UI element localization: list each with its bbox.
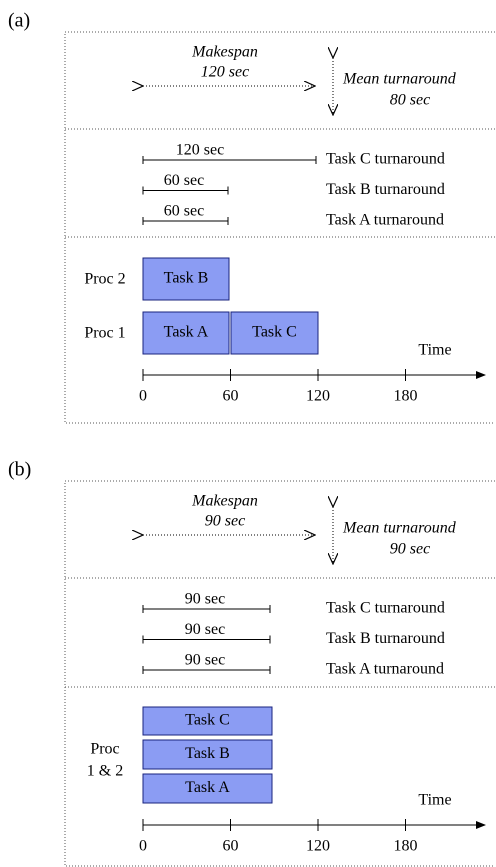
axis-tick-label: 60 <box>223 388 239 405</box>
turnaround-duration: 60 sec <box>164 172 204 189</box>
task-bar <box>142 706 273 736</box>
turnaround-label: Task C turnaround <box>326 151 445 168</box>
panel-label: (b) <box>8 459 31 481</box>
axis-tick-label: 0 <box>139 388 147 405</box>
axis-tick-label: 180 <box>394 388 418 405</box>
makespan-title: Makespan <box>191 44 258 61</box>
mean-turnaround-title: Mean turnaround <box>342 520 457 537</box>
panel-label: (a) <box>8 10 30 32</box>
task-label: Task A <box>164 324 209 341</box>
turnaround-label: Task B turnaround <box>326 181 445 198</box>
task-bar <box>230 311 319 355</box>
turnaround-label: Task B turnaround <box>326 630 445 647</box>
turnaround-duration: 90 sec <box>185 621 225 638</box>
processor-label: Proc 2 <box>84 271 125 288</box>
processor-label: 1 & 2 <box>87 763 123 780</box>
task-bar <box>142 739 273 770</box>
panel-border <box>64 480 495 867</box>
task-label: Task C <box>185 712 230 729</box>
task-label: Task C <box>252 324 297 341</box>
makespan-value: 120 sec <box>201 64 249 81</box>
mean-turnaround-value: 90 sec <box>390 541 430 558</box>
turnaround-duration: 90 sec <box>185 652 225 669</box>
mean-turnaround-title: Mean turnaround <box>342 71 457 88</box>
axis-tick-label: 0 <box>139 838 147 855</box>
axis-label: Time <box>418 342 451 359</box>
processor-label: Proc <box>90 741 119 758</box>
task-bar <box>142 257 230 301</box>
axis-tick-label: 120 <box>306 838 330 855</box>
task-label: Task A <box>185 779 230 796</box>
turnaround-label: Task C turnaround <box>326 600 445 617</box>
turnaround-duration: 120 sec <box>176 142 224 159</box>
task-label: Task B <box>164 270 209 287</box>
turnaround-label: Task A turnaround <box>326 661 444 678</box>
processor-label: Proc 1 <box>84 325 125 342</box>
axis-tick-label: 60 <box>223 838 239 855</box>
axis-tick-label: 180 <box>394 838 418 855</box>
panel-border <box>64 31 495 424</box>
axis-tick-label: 120 <box>306 388 330 405</box>
axis-label: Time <box>418 792 451 809</box>
turnaround-duration: 60 sec <box>164 203 204 220</box>
makespan-value: 90 sec <box>205 513 245 530</box>
task-bar <box>142 311 230 355</box>
mean-turnaround-value: 80 sec <box>390 92 430 109</box>
turnaround-label: Task A turnaround <box>326 212 444 229</box>
turnaround-duration: 90 sec <box>185 591 225 608</box>
makespan-title: Makespan <box>191 493 258 510</box>
task-bar <box>142 773 273 804</box>
task-label: Task B <box>185 745 230 762</box>
